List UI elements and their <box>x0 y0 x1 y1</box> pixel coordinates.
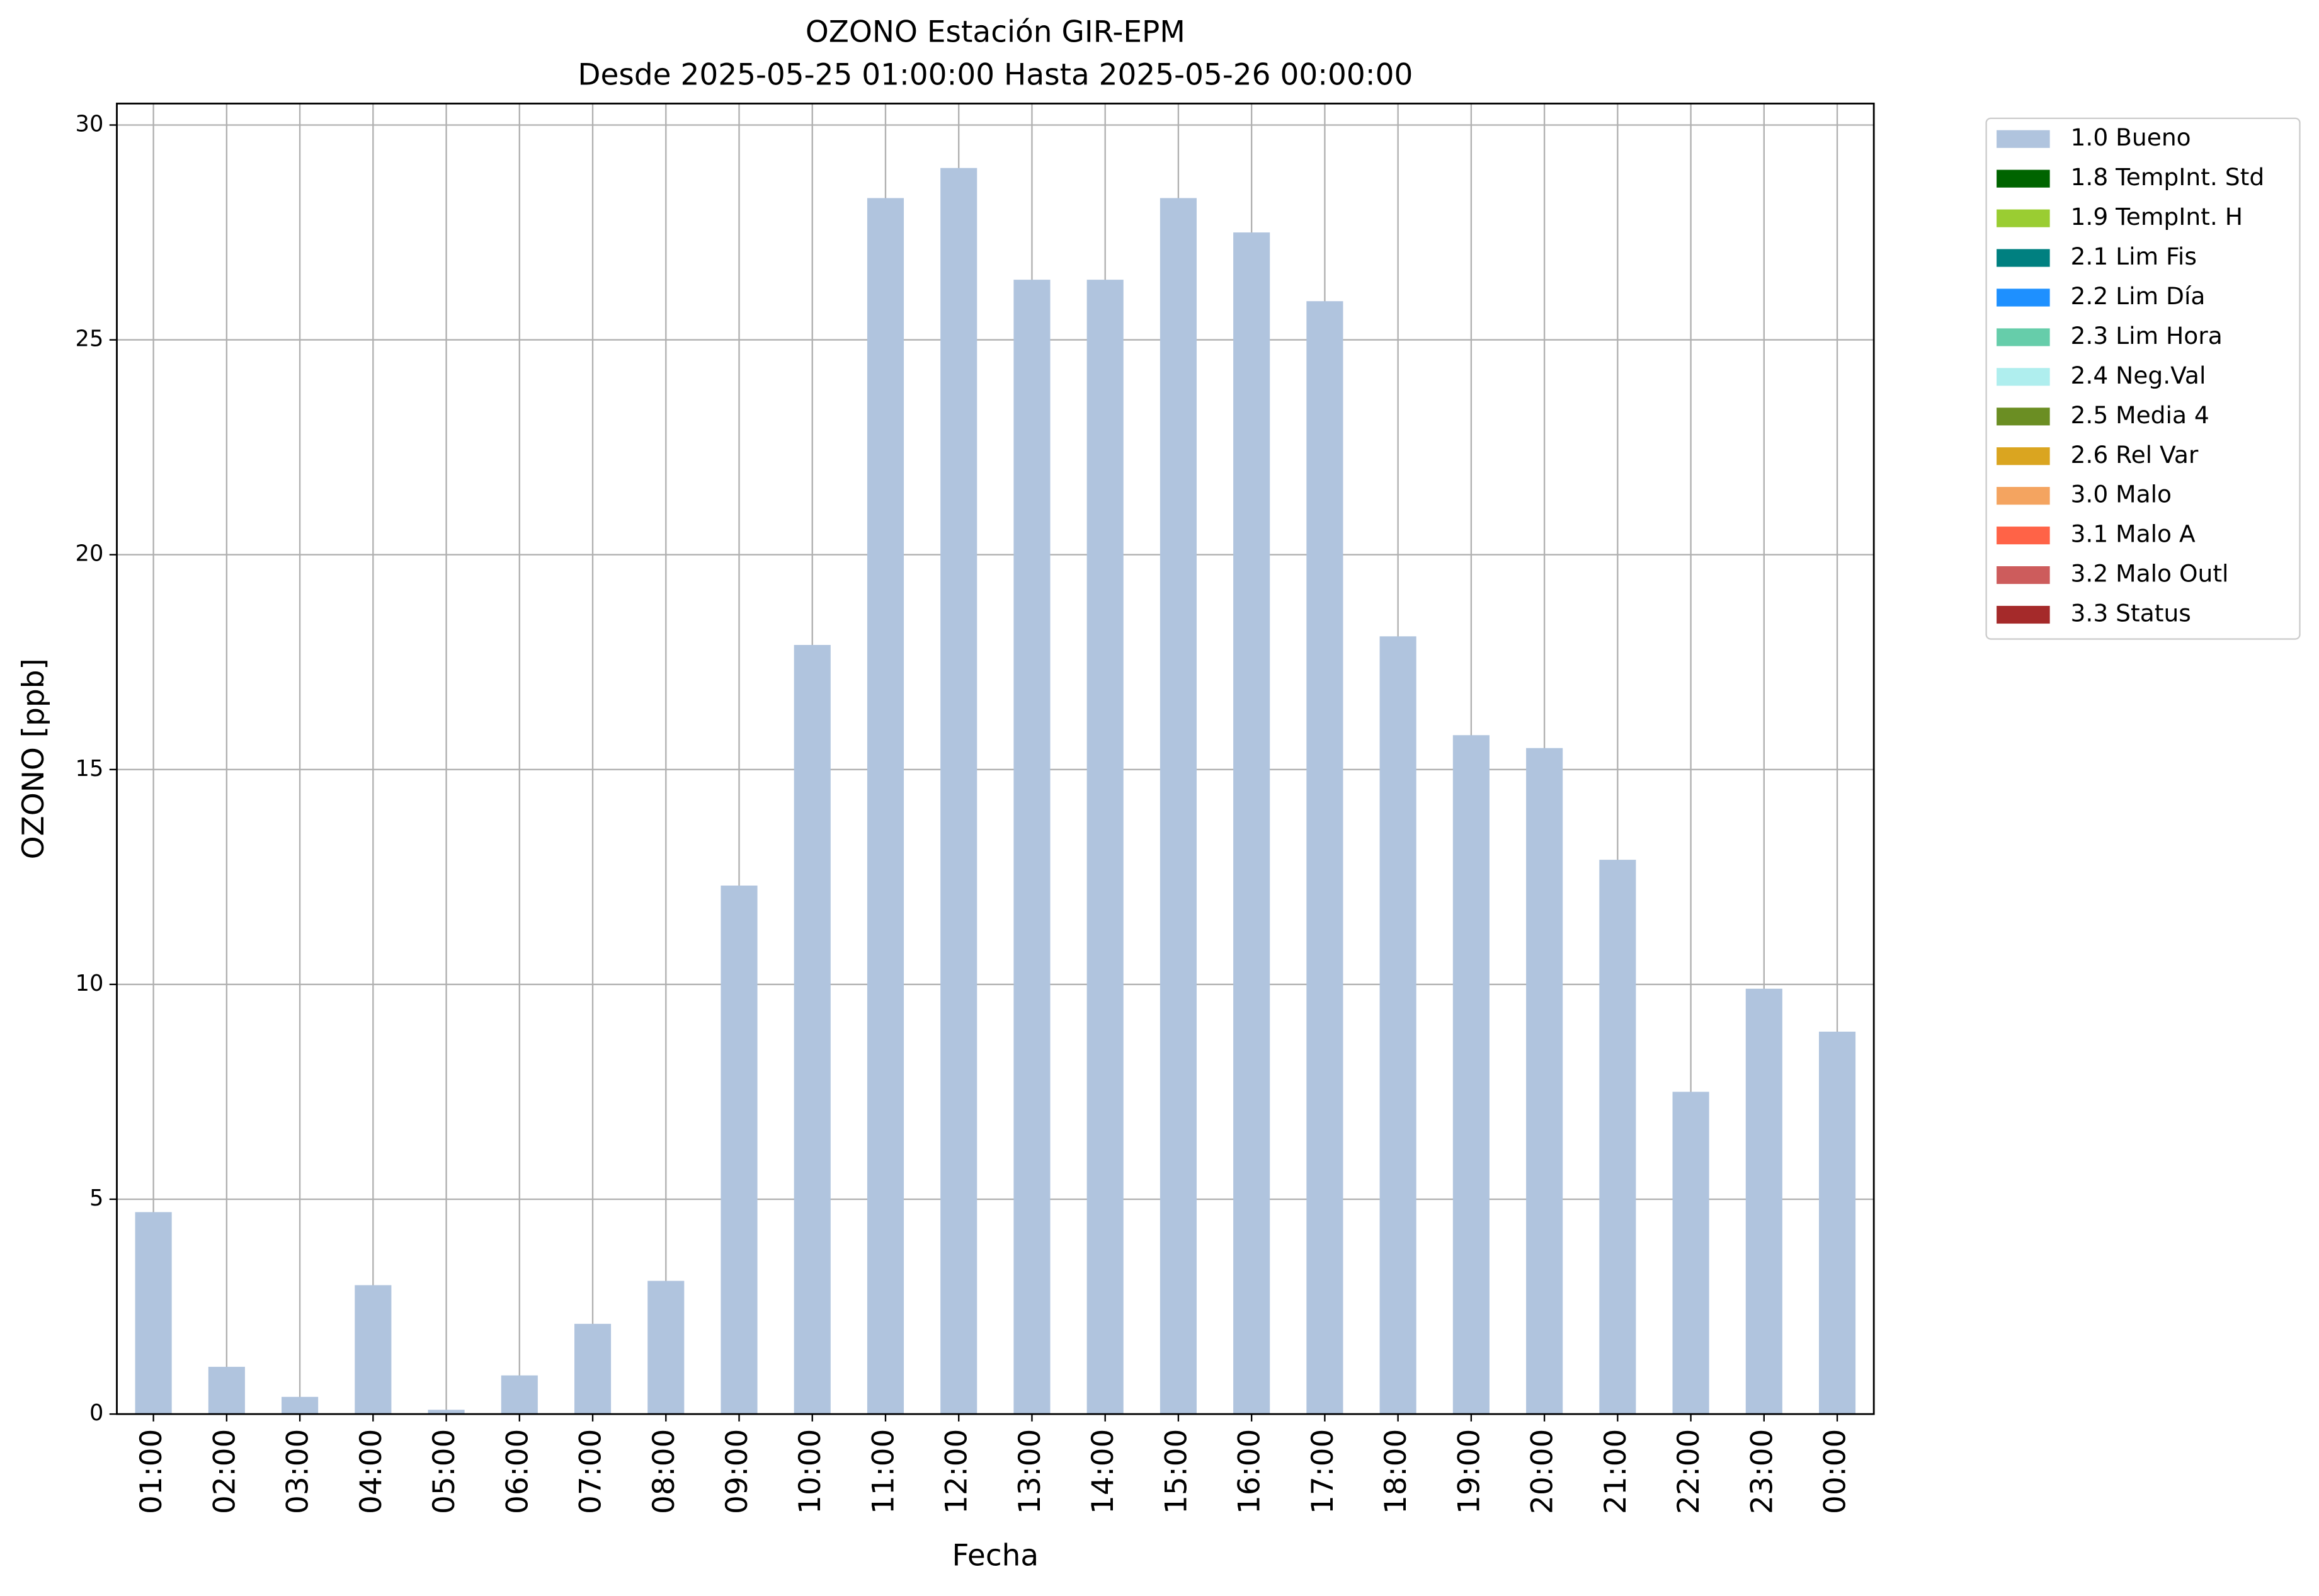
bar <box>1086 280 1124 1415</box>
bar <box>574 1323 612 1415</box>
bar <box>208 1367 245 1415</box>
legend-swatch <box>1997 566 2050 584</box>
legend-label: 3.0 Malo <box>2071 481 2172 508</box>
bar <box>647 1280 685 1415</box>
bar <box>1745 988 1782 1415</box>
legend-label: 2.5 Media 4 <box>2071 401 2209 429</box>
legend-label: 1.0 Bueno <box>2071 123 2191 151</box>
y-tick-label: 25 <box>76 326 104 352</box>
legend-swatch <box>1997 288 2050 307</box>
x-tick-label: 16:00 <box>1233 1429 1267 1514</box>
x-tick-label: 12:00 <box>940 1429 974 1514</box>
x-tick-label: 10:00 <box>793 1429 828 1514</box>
y-tick-label: 10 <box>76 971 104 996</box>
bar <box>1013 280 1051 1415</box>
x-tick-label: 23:00 <box>1745 1429 1779 1514</box>
legend-label: 1.8 TempInt. Std <box>2071 163 2265 191</box>
plot-frame <box>116 102 1875 1415</box>
legend-swatch <box>1997 328 2050 346</box>
x-tick-label: 19:00 <box>1452 1429 1486 1514</box>
bar <box>282 1396 319 1415</box>
bar <box>1160 198 1197 1415</box>
x-tick-label: 01:00 <box>134 1429 169 1514</box>
y-tick-label: 15 <box>76 756 104 782</box>
legend-swatch <box>1997 169 2050 188</box>
bar <box>721 886 758 1415</box>
x-tick-label: 04:00 <box>354 1429 389 1514</box>
legend-label: 1.9 TempInt. H <box>2071 203 2243 231</box>
legend-label: 3.3 Status <box>2071 600 2191 627</box>
y-tick-label: 0 <box>89 1400 103 1426</box>
x-tick-label: 03:00 <box>281 1429 316 1514</box>
chart-subtitle: Desde 2025-05-25 01:00:00 Hasta 2025-05-… <box>578 58 1413 93</box>
x-tick-label: 02:00 <box>207 1429 242 1514</box>
legend-swatch <box>1997 408 2050 426</box>
legend-label: 2.1 Lim Fis <box>2071 242 2197 270</box>
x-tick-label: 06:00 <box>500 1429 535 1514</box>
bar <box>135 1212 172 1415</box>
legend-label: 2.6 Rel Var <box>2071 441 2199 469</box>
x-tick-label: 05:00 <box>427 1429 462 1514</box>
x-tick-label: 17:00 <box>1306 1429 1340 1514</box>
y-tick-label: 20 <box>76 541 104 567</box>
bar <box>501 1375 538 1415</box>
x-tick-label: 07:00 <box>574 1429 608 1514</box>
bar <box>1819 1031 1856 1415</box>
x-tick-label: 13:00 <box>1013 1429 1047 1514</box>
legend-label: 3.2 Malo Outl <box>2071 560 2229 588</box>
bar <box>355 1285 392 1415</box>
x-tick-label: 00:00 <box>1818 1429 1853 1514</box>
bar <box>867 198 904 1415</box>
bar <box>1233 232 1270 1415</box>
legend-label: 2.4 Neg.Val <box>2071 362 2206 389</box>
legend-swatch <box>1997 209 2050 227</box>
x-tick-label: 22:00 <box>1672 1429 1706 1514</box>
bar <box>1306 301 1343 1415</box>
legend-swatch <box>1997 249 2050 267</box>
bar <box>1526 748 1563 1415</box>
legend-swatch <box>1997 605 2050 624</box>
bar <box>940 168 977 1415</box>
bar <box>1672 1092 1709 1415</box>
chart-title: OZONO Estación GIR-EPM <box>806 15 1185 50</box>
legend-box <box>1985 117 2301 640</box>
legend-label: 2.3 Lim Hora <box>2071 322 2223 350</box>
legend-swatch <box>1997 447 2050 465</box>
x-axis-label: Fecha <box>952 1538 1039 1573</box>
bar <box>428 1410 465 1415</box>
x-tick-label: 15:00 <box>1159 1429 1194 1514</box>
legend-swatch <box>1997 527 2050 545</box>
x-tick-label: 14:00 <box>1086 1429 1120 1514</box>
y-axis-label: OZONO [ppb] <box>16 658 51 859</box>
x-tick-label: 09:00 <box>720 1429 755 1514</box>
bar <box>1599 860 1636 1415</box>
bar <box>1452 735 1490 1415</box>
legend-label: 2.2 Lim Día <box>2071 282 2206 310</box>
x-tick-label: 20:00 <box>1525 1429 1560 1514</box>
bar <box>794 644 831 1415</box>
legend-swatch <box>1997 368 2050 386</box>
x-tick-label: 11:00 <box>866 1429 901 1514</box>
bar <box>1379 636 1416 1415</box>
legend-swatch <box>1997 487 2050 505</box>
y-tick-label: 5 <box>89 1185 103 1211</box>
legend-label: 3.1 Malo A <box>2071 520 2196 548</box>
x-tick-label: 08:00 <box>647 1429 681 1514</box>
x-tick-label: 21:00 <box>1598 1429 1633 1514</box>
y-tick-label: 30 <box>76 111 104 137</box>
x-tick-label: 18:00 <box>1379 1429 1413 1514</box>
legend-swatch <box>1997 130 2050 148</box>
